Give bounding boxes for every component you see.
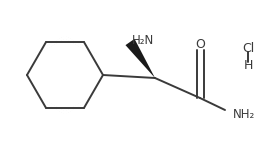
Polygon shape [125,39,155,78]
Text: Cl: Cl [242,42,254,55]
Text: O: O [195,38,205,51]
Text: H: H [243,59,253,72]
Text: H₂N: H₂N [132,34,154,47]
Text: NH₂: NH₂ [233,108,255,122]
